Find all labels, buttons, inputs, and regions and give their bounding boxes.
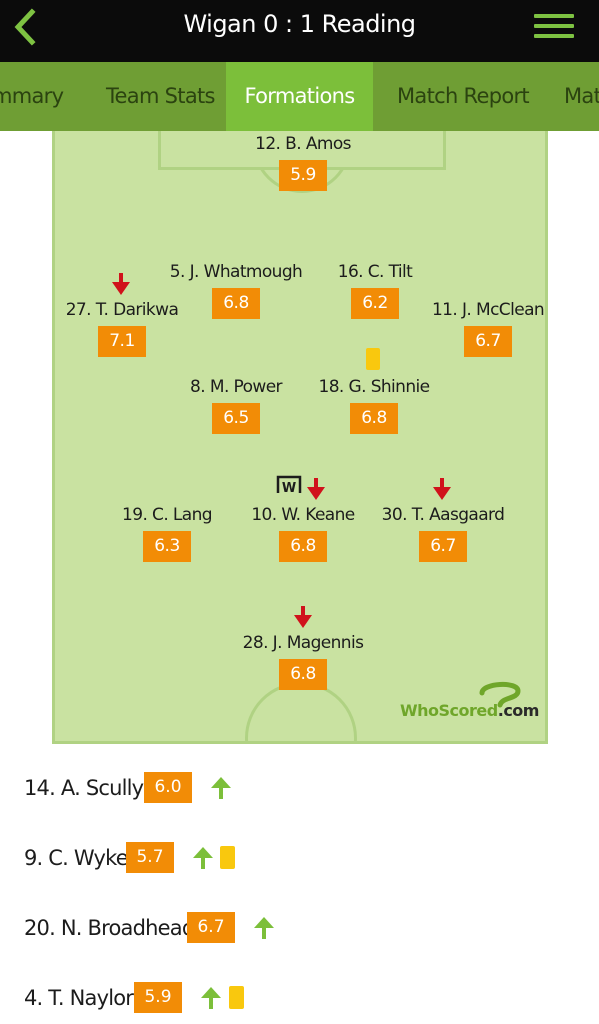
player-rating: 6.8 [279,659,327,690]
player-rating: 6.8 [212,288,260,319]
player-name[interactable]: 28. J. Magennis [242,633,364,653]
substitute-row[interactable]: 9. C. Wyke 5.7 [24,842,244,874]
sub-off-arrow-icon [433,478,451,500]
substitute-name: 9. C. Wyke [24,846,129,870]
substitute-rating: 6.0 [144,772,192,803]
player-name[interactable]: 19. C. Lang [122,505,213,525]
player-rating: 6.5 [212,403,260,434]
player-name[interactable]: 30. T. Aasgaard [381,505,505,525]
substitute-name: 4. T. Naylor [24,986,134,1010]
player-name[interactable]: 8. M. Power [190,377,283,397]
sub-on-arrow-icon [201,987,221,1009]
sub-on-arrow-icon [211,777,231,799]
match-title: Wigan 0 : 1 Reading [183,10,416,38]
sub-on-arrow-icon [254,917,274,939]
tab-formations[interactable]: Formations [226,62,373,131]
substitute-row[interactable]: 4. T. Naylor 5.9 [24,982,254,1014]
yellow-card-icon [220,846,235,869]
tab-summary[interactable]: mmary [0,84,64,108]
player-rating: 6.7 [419,531,467,562]
player-name[interactable]: 16. C. Tilt [337,262,413,282]
player-rating: 5.9 [279,160,327,191]
player-rating: 6.8 [279,531,327,562]
whoscored-logo: WhoScored.com [400,682,539,720]
player-rating: 6.7 [464,326,512,357]
hamburger-menu-icon[interactable] [534,12,576,42]
svg-text:W: W [282,481,296,495]
player-name[interactable]: 11. J. McClean [431,300,545,320]
substitute-rating: 6.7 [187,912,235,943]
substitute-rating: 5.9 [134,982,182,1013]
substitute-name: 20. N. Broadhead [24,916,195,940]
player-name[interactable]: 12. B. Amos [255,134,351,154]
substitute-row[interactable]: 14. A. Scully 6.0 [24,772,244,804]
sub-on-arrow-icon [193,847,213,869]
logo-question-mark-icon [479,682,521,708]
back-button[interactable] [8,8,44,48]
sub-off-arrow-icon [294,606,312,628]
substitute-name: 14. A. Scully [24,776,144,800]
player-rating: 6.3 [143,531,191,562]
chevron-left-icon [14,8,36,46]
app-header: Wigan 0 : 1 Reading [0,0,599,62]
yellow-card-icon [366,348,380,370]
formation-pitch: 12. B. Amos 5.9 5. J. Whatmough 6.8 16. … [52,131,548,744]
tab-match-report[interactable]: Match Report [397,84,530,108]
substitute-row[interactable]: 20. N. Broadhead 6.7 [24,912,284,944]
tab-team-stats[interactable]: Team Stats [106,84,215,108]
tab-match[interactable]: Matc [564,84,599,108]
yellow-card-icon [229,986,244,1009]
sub-off-arrow-icon [307,478,325,500]
player-name[interactable]: 10. W. Keane [251,505,355,525]
match-winning-goal-icon: W [276,475,302,495]
player-rating: 6.2 [351,288,399,319]
sub-off-arrow-icon [112,273,130,295]
pitch-center-circle [245,682,357,741]
substitute-rating: 5.7 [126,842,174,873]
player-name[interactable]: 27. T. Darikwa [65,300,179,320]
tab-bar: mmary Team Stats Formations Match Report… [0,62,599,131]
player-rating: 7.1 [98,326,146,357]
player-rating: 6.8 [350,403,398,434]
player-name[interactable]: 18. G. Shinnie [318,377,430,397]
player-name[interactable]: 5. J. Whatmough [169,262,303,282]
